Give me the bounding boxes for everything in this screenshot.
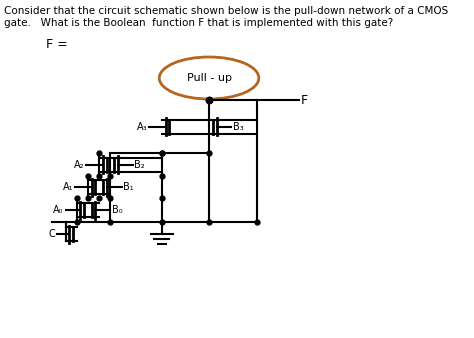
Text: B₀: B₀ <box>112 205 123 215</box>
Text: A₂: A₂ <box>74 160 85 169</box>
Text: B₃: B₃ <box>233 121 244 131</box>
Text: Consider that the circuit schematic shown below is the pull-down network of a CM: Consider that the circuit schematic show… <box>4 6 448 16</box>
Text: B₁: B₁ <box>123 182 134 192</box>
Text: F: F <box>301 94 308 106</box>
Text: Pull - up: Pull - up <box>187 73 232 83</box>
Text: B₂: B₂ <box>135 160 145 169</box>
Text: C: C <box>48 229 55 239</box>
Text: A₁: A₁ <box>63 182 73 192</box>
Text: F =: F = <box>46 38 67 51</box>
Text: A₀: A₀ <box>54 205 64 215</box>
Text: A₃: A₃ <box>137 121 147 131</box>
Text: gate.   What is the Boolean  function F that is implemented with this gate?: gate. What is the Boolean function F tha… <box>4 18 393 28</box>
